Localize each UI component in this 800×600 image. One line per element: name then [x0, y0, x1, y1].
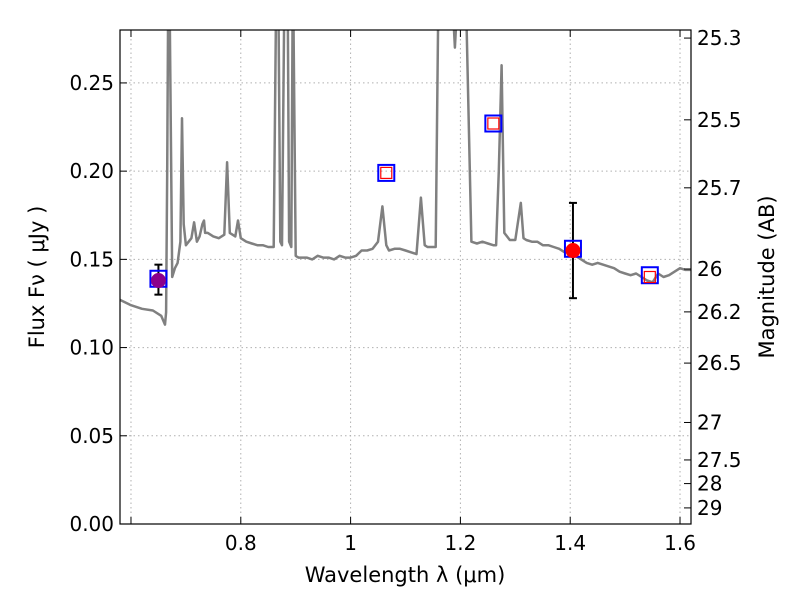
y-right-tick-label: 28: [697, 472, 722, 496]
observed-point: [487, 117, 500, 130]
y-right-tick-label: 25.7: [697, 176, 742, 200]
observed-points: [150, 117, 656, 289]
y-tick-label: 0.20: [69, 159, 114, 183]
y-tick-label: 0.15: [69, 247, 114, 271]
y-right-tick-label: 26: [697, 257, 722, 281]
y-right-tick-label: 29: [697, 496, 722, 520]
axis-ticks: [120, 30, 691, 525]
y-tick-label: 0.00: [69, 512, 114, 536]
y-right-tick-label: 25.5: [697, 108, 742, 132]
model-spectrum-line: [120, 30, 691, 326]
y-right-tick-label: 27: [697, 410, 722, 434]
model-photometry-point: [640, 266, 659, 285]
y-right-tick-label: 26.5: [697, 351, 742, 375]
x-tick-label: 1.6: [664, 531, 696, 555]
y-right-tick-label: 26.2: [697, 300, 742, 324]
y-right-axis-title: Magnitude (AB): [755, 195, 779, 358]
x-tick-label: 1: [344, 531, 357, 555]
observed-point: [643, 270, 656, 284]
x-tick-label: 0.8: [225, 531, 257, 555]
y-right-tick-label: 25.3: [697, 26, 742, 50]
y-tick-label: 0.25: [69, 71, 114, 95]
observed-point: [150, 273, 166, 289]
y-tick-label: 0.10: [69, 336, 114, 360]
tick-labels: 0.8 1 1.2 1.4 1.6 0.00 0.05 0.10 0.15 0.20 0.25 25.…: [69, 26, 741, 555]
x-axis-title: Wavelength λ (μm): [305, 563, 506, 587]
y-tick-label: 0.05: [69, 424, 114, 448]
plot-frame: [119, 29, 692, 525]
grid: [120, 30, 691, 525]
x-tick-label: 1.4: [554, 531, 586, 555]
plot-area: [120, 30, 691, 326]
model-photometry-point: [484, 114, 503, 133]
observed-point: [565, 243, 581, 259]
y-axis-title: Flux Fν ( μJy ): [25, 206, 49, 349]
y-right-tick-label: 27.5: [697, 448, 742, 472]
model-photometry-point: [377, 163, 396, 182]
x-tick-label: 1.2: [444, 531, 476, 555]
observed-point: [380, 166, 393, 180]
